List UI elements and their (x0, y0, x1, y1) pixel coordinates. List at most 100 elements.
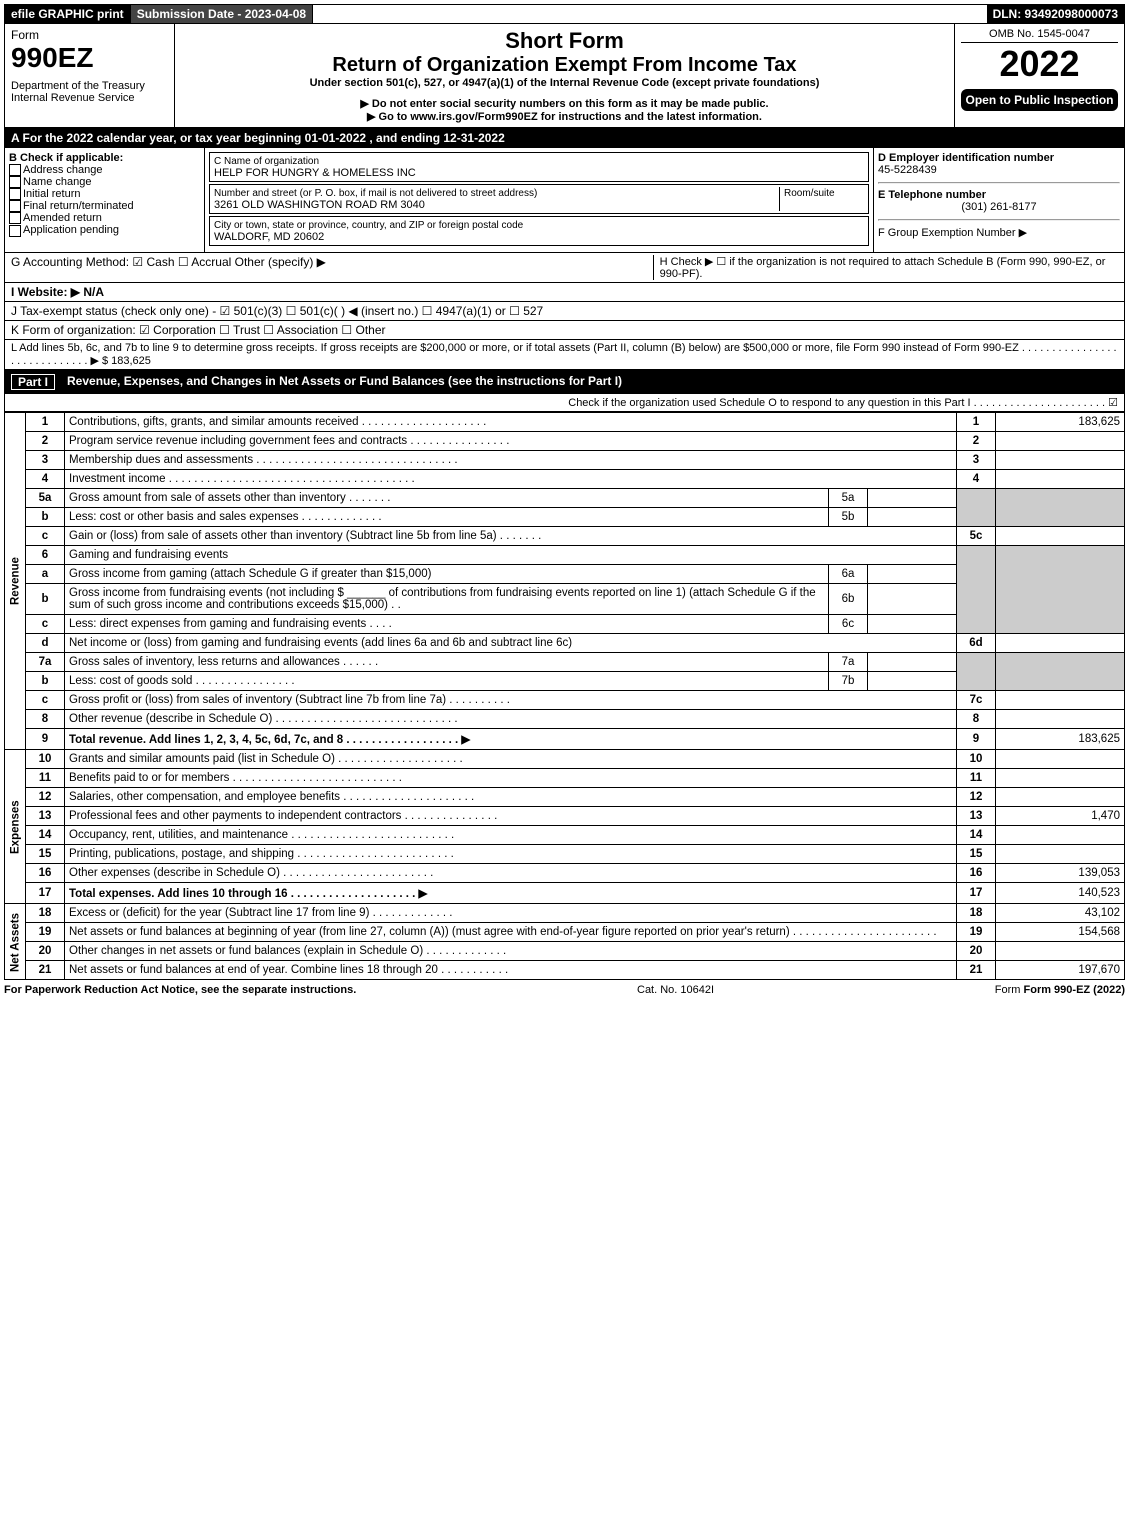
line-2-amt (996, 432, 1125, 451)
phone-label: E Telephone number (878, 189, 986, 201)
line-6a-text: Gross income from gaming (attach Schedul… (65, 565, 829, 584)
subtitle: Under section 501(c), 527, or 4947(a)(1)… (181, 77, 948, 89)
expenses-side: Expenses (5, 750, 26, 904)
line-20-amt (996, 942, 1125, 961)
line-6d-amt (996, 634, 1125, 653)
form-number: 990EZ (11, 42, 168, 74)
line-21-text: Net assets or fund balances at end of ye… (65, 961, 957, 980)
entity-info: B Check if applicable: Address change Na… (4, 148, 1125, 253)
line-j: J Tax-exempt status (check only one) - ☑… (4, 302, 1125, 321)
line-13-amt: 1,470 (996, 807, 1125, 826)
line-12-text: Salaries, other compensation, and employ… (65, 788, 957, 807)
line-7c-amt (996, 691, 1125, 710)
line-5c-amt (996, 527, 1125, 546)
room-label: Room/suite (784, 188, 835, 199)
line-k: K Form of organization: ☑ Corporation ☐ … (4, 321, 1125, 340)
footer-right: Form Form 990-EZ (2022) (995, 984, 1125, 996)
line-19-amt: 154,568 (996, 923, 1125, 942)
accounting-method: G Accounting Method: ☑ Cash ☐ Accrual Ot… (11, 255, 653, 280)
street-label: Number and street (or P. O. box, if mail… (214, 188, 537, 199)
line-5c-text: Gain or (loss) from sale of assets other… (65, 527, 957, 546)
part1-label: Part I (11, 374, 55, 390)
line-12-amt (996, 788, 1125, 807)
lines-table: Revenue 1Contributions, gifts, grants, a… (4, 412, 1125, 980)
submission-date: Submission Date - 2023-04-08 (131, 5, 313, 23)
line-5a-sub: 5a (829, 489, 868, 508)
line-19-text: Net assets or fund balances at beginning… (65, 923, 957, 942)
line-9-text: Total revenue. Add lines 1, 2, 3, 4, 5c,… (65, 729, 957, 750)
line-20-text: Other changes in net assets or fund bala… (65, 942, 957, 961)
netassets-side: Net Assets (5, 904, 26, 980)
form-of-org: K Form of organization: ☑ Corporation ☐ … (11, 323, 386, 337)
box-b-title: B Check if applicable: (9, 152, 123, 164)
form-label: Form (11, 28, 168, 42)
city-label: City or town, state or province, country… (214, 220, 523, 231)
line-g-h: G Accounting Method: ☑ Cash ☐ Accrual Ot… (4, 253, 1125, 283)
ein-value: 45-5228439 (878, 164, 937, 176)
line-17-text: Total expenses. Add lines 10 through 16 … (65, 883, 957, 904)
box-b: B Check if applicable: Address change Na… (5, 148, 205, 252)
box-def: D Employer identification number 45-5228… (874, 148, 1124, 252)
line-7a-sub: 7a (829, 653, 868, 672)
line-10-amt (996, 750, 1125, 769)
line-6c-text: Less: direct expenses from gaming and fu… (65, 615, 829, 634)
return-title: Return of Organization Exempt From Incom… (181, 54, 948, 77)
gross-receipts: L Add lines 5b, 6c, and 7b to line 9 to … (11, 342, 1118, 367)
line-17-amt: 140,523 (996, 883, 1125, 904)
efile-label: efile GRAPHIC print (5, 5, 131, 23)
tax-exempt-status: J Tax-exempt status (check only one) - ☑… (11, 304, 543, 318)
line-5b-text: Less: cost or other basis and sales expe… (65, 508, 829, 527)
line-21-amt: 197,670 (996, 961, 1125, 980)
line-8-text: Other revenue (describe in Schedule O) .… (65, 710, 957, 729)
part1-header: Part I Revenue, Expenses, and Changes in… (4, 370, 1125, 394)
line-6c-sub: 6c (829, 615, 868, 634)
chk-address: Address change (23, 164, 103, 176)
line-5b-sub: 5b (829, 508, 868, 527)
box-c: C Name of organization HELP FOR HUNGRY &… (205, 148, 874, 252)
open-inspection: Open to Public Inspection (961, 89, 1118, 111)
line-18-text: Excess or (deficit) for the year (Subtra… (65, 904, 957, 923)
chk-final: Final return/terminated (23, 200, 134, 212)
footer-left: For Paperwork Reduction Act Notice, see … (4, 984, 356, 996)
ein-label: D Employer identification number (878, 152, 1054, 164)
line-11-amt (996, 769, 1125, 788)
line-2-text: Program service revenue including govern… (65, 432, 957, 451)
line-6b-text: Gross income from fundraising events (no… (65, 584, 829, 615)
chk-pending: Application pending (23, 224, 119, 236)
city-value: WALDORF, MD 20602 (214, 231, 324, 243)
tax-year: 2022 (961, 43, 1118, 85)
line-13-text: Professional fees and other payments to … (65, 807, 957, 826)
line-16-text: Other expenses (describe in Schedule O) … (65, 864, 957, 883)
line-6d-text: Net income or (loss) from gaming and fun… (65, 634, 957, 653)
line-1-amt: 183,625 (996, 413, 1125, 432)
dept-label: Department of the Treasury (11, 80, 168, 92)
footer-mid: Cat. No. 10642I (637, 984, 714, 996)
line-14-text: Occupancy, rent, utilities, and maintena… (65, 826, 957, 845)
line-14-amt (996, 826, 1125, 845)
line-6b-sub: 6b (829, 584, 868, 615)
line-7b-sub: 7b (829, 672, 868, 691)
schedule-b-check: H Check ▶ ☐ if the organization is not r… (653, 255, 1118, 280)
dln-label: DLN: 93492098000073 (987, 5, 1124, 23)
goto-link[interactable]: ▶ Go to www.irs.gov/Form990EZ for instru… (181, 110, 948, 123)
line-l: L Add lines 5b, 6c, and 7b to line 9 to … (4, 340, 1125, 370)
top-bar: efile GRAPHIC print Submission Date - 20… (4, 4, 1125, 24)
line-4-text: Investment income . . . . . . . . . . . … (65, 470, 957, 489)
line-15-text: Printing, publications, postage, and shi… (65, 845, 957, 864)
line-10-text: Grants and similar amounts paid (list in… (65, 750, 957, 769)
chk-initial: Initial return (23, 188, 80, 200)
line-1-text: Contributions, gifts, grants, and simila… (65, 413, 957, 432)
line-8-amt (996, 710, 1125, 729)
website: I Website: ▶ N/A (11, 285, 104, 299)
org-name-label: C Name of organization (214, 156, 319, 167)
form-header: Form 990EZ Department of the Treasury In… (4, 24, 1125, 128)
line-18-amt: 43,102 (996, 904, 1125, 923)
line-7b-text: Less: cost of goods sold . . . . . . . .… (65, 672, 829, 691)
line-15-amt (996, 845, 1125, 864)
line-6a-sub: 6a (829, 565, 868, 584)
part1-check: Check if the organization used Schedule … (4, 394, 1125, 412)
revenue-side: Revenue (5, 413, 26, 750)
org-name: HELP FOR HUNGRY & HOMELESS INC (214, 167, 416, 179)
part1-title: Revenue, Expenses, and Changes in Net As… (67, 374, 622, 390)
phone-value: (301) 261-8177 (878, 201, 1120, 213)
